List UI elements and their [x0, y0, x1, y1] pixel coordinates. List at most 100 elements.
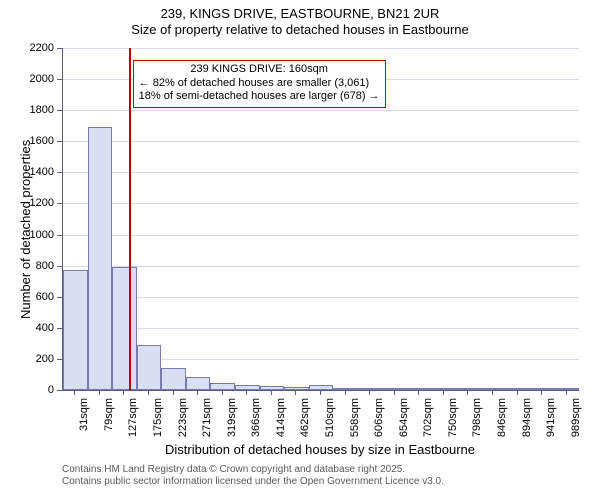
chart-container: 239, KINGS DRIVE, EASTBOURNE, BN21 2UR S… — [0, 0, 600, 500]
y-tick-label: 400 — [14, 322, 54, 334]
gridline — [63, 266, 579, 267]
annotation-line: 239 KINGS DRIVE: 160sqm — [139, 63, 380, 77]
x-tick-label: 223sqm — [177, 398, 189, 442]
y-tick-mark — [57, 328, 62, 329]
x-tick-label: 894sqm — [521, 398, 533, 442]
y-tick-label: 600 — [14, 291, 54, 303]
y-tick-label: 1400 — [14, 166, 54, 178]
x-tick-mark — [443, 390, 444, 395]
gridline — [63, 110, 579, 111]
chart-title: 239, KINGS DRIVE, EASTBOURNE, BN21 2UR — [0, 6, 600, 22]
gridline — [63, 328, 579, 329]
x-tick-mark — [566, 390, 567, 395]
footer-line1: Contains HM Land Registry data © Crown c… — [62, 464, 444, 476]
y-tick-mark — [57, 141, 62, 142]
annotation-box: 239 KINGS DRIVE: 160sqm← 82% of detached… — [133, 60, 386, 108]
x-tick-mark — [123, 390, 124, 395]
x-tick-label: 31sqm — [78, 398, 90, 442]
x-tick-label: 414sqm — [275, 398, 287, 442]
histogram-bar — [382, 388, 407, 390]
gridline — [63, 203, 579, 204]
x-tick-mark — [467, 390, 468, 395]
footer-attribution: Contains HM Land Registry data © Crown c… — [62, 464, 444, 488]
x-tick-label: 989sqm — [570, 398, 582, 442]
histogram-bar — [407, 388, 432, 390]
histogram-bar — [137, 345, 162, 390]
y-tick-mark — [57, 359, 62, 360]
y-tick-mark — [57, 390, 62, 391]
histogram-bar — [210, 383, 235, 390]
x-tick-label: 271sqm — [201, 398, 213, 442]
x-tick-mark — [173, 390, 174, 395]
x-tick-label: 462sqm — [299, 398, 311, 442]
y-tick-label: 200 — [14, 353, 54, 365]
x-tick-label: 127sqm — [127, 398, 139, 442]
histogram-bar — [161, 368, 186, 390]
y-tick-label: 1000 — [14, 229, 54, 241]
x-tick-mark — [148, 390, 149, 395]
histogram-bar — [260, 386, 285, 390]
x-tick-label: 175sqm — [152, 398, 164, 442]
x-tick-label: 366sqm — [250, 398, 262, 442]
y-tick-label: 0 — [14, 384, 54, 396]
y-tick-mark — [57, 235, 62, 236]
y-tick-mark — [57, 79, 62, 80]
x-tick-label: 319sqm — [226, 398, 238, 442]
y-tick-mark — [57, 297, 62, 298]
x-tick-label: 654sqm — [398, 398, 410, 442]
x-tick-mark — [99, 390, 100, 395]
histogram-bar — [186, 377, 211, 390]
histogram-bar — [88, 127, 113, 390]
x-tick-mark — [394, 390, 395, 395]
y-tick-label: 2000 — [14, 73, 54, 85]
y-tick-mark — [57, 266, 62, 267]
histogram-bar — [505, 388, 530, 390]
x-tick-mark — [246, 390, 247, 395]
x-tick-mark — [74, 390, 75, 395]
y-tick-label: 1800 — [14, 104, 54, 116]
annotation-line: 18% of semi-detached houses are larger (… — [139, 90, 380, 104]
x-tick-mark — [492, 390, 493, 395]
x-tick-mark — [517, 390, 518, 395]
x-axis-label: Distribution of detached houses by size … — [62, 442, 578, 457]
histogram-bar — [235, 385, 260, 390]
footer-line2: Contains public sector information licen… — [62, 476, 444, 488]
x-tick-label: 79sqm — [103, 398, 115, 442]
reference-marker-line — [129, 48, 131, 390]
gridline — [63, 297, 579, 298]
x-tick-label: 941sqm — [545, 398, 557, 442]
x-tick-mark — [271, 390, 272, 395]
x-tick-mark — [345, 390, 346, 395]
x-tick-label: 606sqm — [373, 398, 385, 442]
x-tick-label: 558sqm — [349, 398, 361, 442]
x-tick-mark — [197, 390, 198, 395]
x-tick-label: 702sqm — [422, 398, 434, 442]
x-tick-mark — [369, 390, 370, 395]
y-tick-mark — [57, 110, 62, 111]
x-tick-mark — [418, 390, 419, 395]
x-tick-label: 750sqm — [447, 398, 459, 442]
y-tick-label: 2200 — [14, 42, 54, 54]
y-tick-label: 1600 — [14, 135, 54, 147]
x-tick-label: 846sqm — [496, 398, 508, 442]
y-tick-mark — [57, 172, 62, 173]
gridline — [63, 48, 579, 49]
histogram-bar — [333, 388, 358, 390]
chart-title-block: 239, KINGS DRIVE, EASTBOURNE, BN21 2UR S… — [0, 0, 600, 39]
histogram-bar — [554, 388, 579, 390]
gridline — [63, 141, 579, 142]
plot-area: 239 KINGS DRIVE: 160sqm← 82% of detached… — [62, 48, 579, 391]
y-tick-label: 800 — [14, 260, 54, 272]
histogram-bar — [112, 267, 137, 390]
histogram-bar — [456, 388, 481, 390]
chart-subtitle: Size of property relative to detached ho… — [0, 22, 600, 38]
x-tick-mark — [222, 390, 223, 395]
histogram-bar — [63, 270, 88, 390]
x-tick-label: 798sqm — [471, 398, 483, 442]
histogram-bar — [432, 388, 457, 390]
x-tick-mark — [320, 390, 321, 395]
x-tick-label: 510sqm — [324, 398, 336, 442]
y-tick-mark — [57, 48, 62, 49]
y-tick-label: 1200 — [14, 197, 54, 209]
x-tick-mark — [295, 390, 296, 395]
